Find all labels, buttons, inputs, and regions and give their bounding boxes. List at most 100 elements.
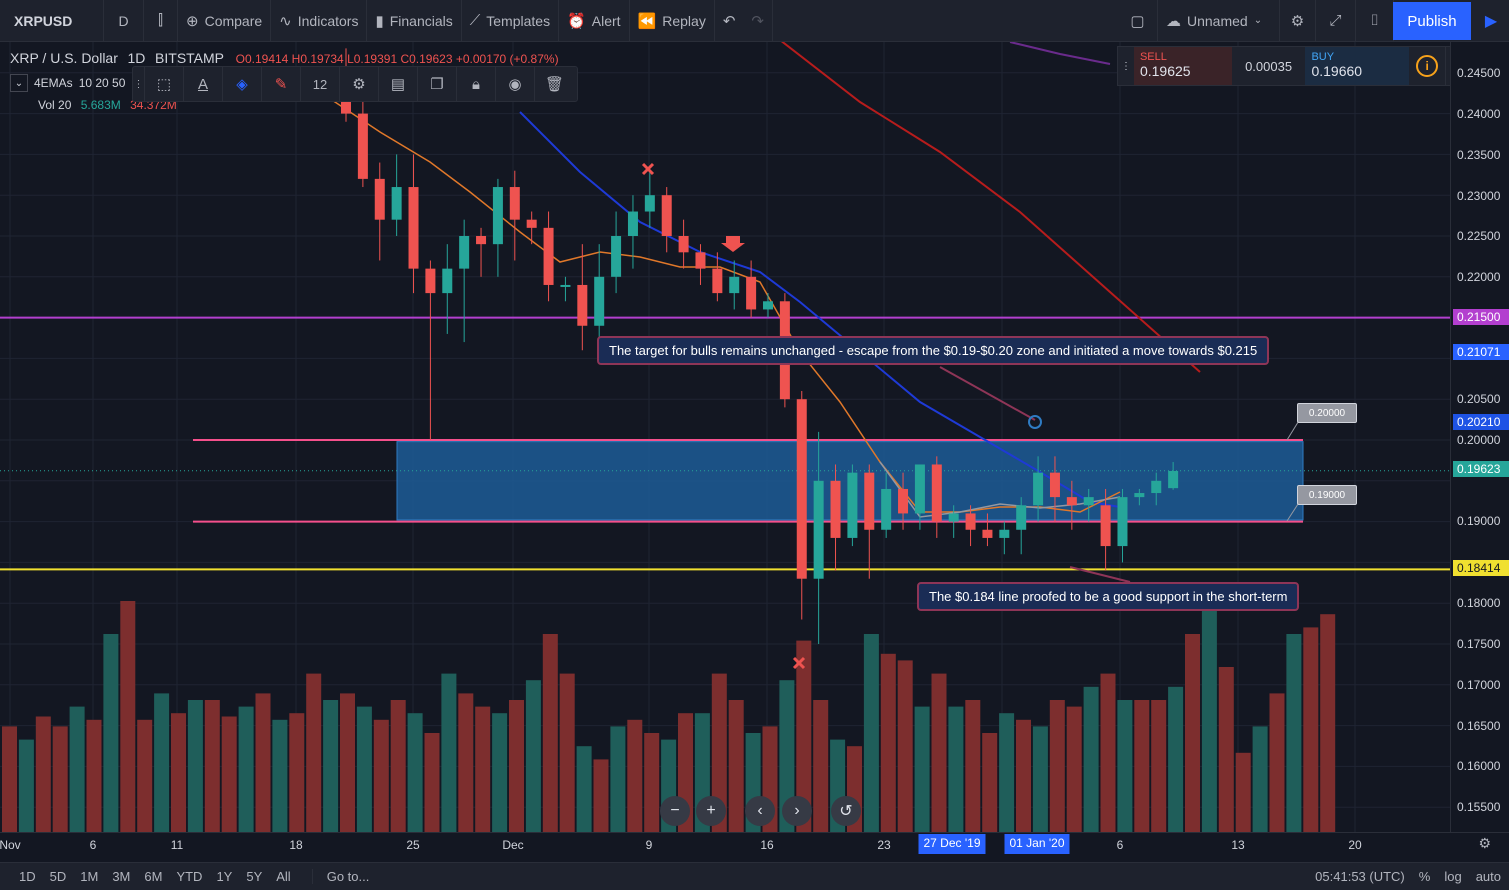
percent-scale-toggle[interactable]: % — [1418, 869, 1431, 884]
price-chart[interactable] — [0, 42, 1450, 832]
volume-bar — [1032, 726, 1048, 832]
candle-body — [678, 236, 689, 253]
layout-name-button[interactable]: ☁ Unnamed ⌄ — [1158, 0, 1280, 42]
publish-button[interactable]: Publish — [1393, 2, 1471, 40]
time-scale[interactable]: Nov 6 11 18 25 Dec 9 16 23 27 Dec '19 01… — [0, 832, 1509, 856]
fullscreen-layout-button[interactable]: ▢ — [1118, 0, 1158, 42]
indicator-legend-row[interactable]: ⌄ 4EMAs 10 20 50 — [10, 74, 125, 92]
volume-bar — [356, 706, 372, 832]
line-color-button[interactable]: ✎ — [262, 67, 301, 101]
buy-button[interactable]: BUY 0.19660 — [1305, 47, 1410, 85]
financials-button[interactable]: ▮ Financials — [367, 0, 462, 42]
redo-button[interactable]: ↷ — [743, 0, 773, 42]
bulls-target-text: The target for bulls remains unchanged -… — [609, 343, 1258, 358]
volume-bar — [576, 746, 592, 832]
time-tick: Nov — [0, 838, 21, 852]
hide-button[interactable]: ◉ — [496, 67, 535, 101]
symbol-search-button[interactable]: XRPUSD — [0, 0, 104, 42]
redo-icon: ↷ — [751, 12, 764, 30]
bottom-right-controls: 05:41:53 (UTC) % log auto — [1315, 869, 1501, 884]
lock-icon: 🔒︎ — [472, 75, 480, 93]
range-6m-button[interactable]: 6M — [144, 869, 163, 884]
lower-price-tag[interactable]: 0.19000 — [1297, 485, 1357, 505]
templates-dropdown-button[interactable]: ⬚ — [145, 67, 184, 101]
scale-settings-gear-icon[interactable]: ⚙ — [1478, 835, 1491, 851]
range-5y-button[interactable]: 5Y — [246, 869, 263, 884]
reset-chart-button[interactable]: ↺ — [831, 796, 861, 826]
range-ytd-button[interactable]: YTD — [176, 869, 203, 884]
collapse-chevron-icon[interactable]: ⌄ — [10, 74, 28, 92]
compare-button[interactable]: ⊕ Compare — [178, 0, 272, 42]
layout-name-label: Unnamed — [1187, 12, 1248, 29]
templates-button[interactable]: ⟋ Templates — [462, 0, 560, 42]
volume-bar — [373, 719, 389, 832]
font-size-dropdown[interactable]: 12 — [301, 67, 340, 101]
sell-button[interactable]: SELL 0.19625 — [1133, 47, 1232, 85]
range-1d-button[interactable]: 1D — [19, 869, 36, 884]
zoom-out-button[interactable]: − — [660, 796, 690, 826]
drag-handle-icon[interactable]: ⋮ — [133, 67, 145, 101]
range-3m-button[interactable]: 3M — [112, 869, 131, 884]
volume-bar — [1185, 634, 1200, 832]
scroll-right-button[interactable]: › — [782, 796, 812, 826]
minus-icon: − — [670, 802, 680, 819]
ema-blue-price-badge: 0.21071 — [1453, 344, 1509, 360]
zoom-in-button[interactable]: + — [696, 796, 726, 826]
text-color-button[interactable]: A — [184, 67, 223, 101]
range-1y-button[interactable]: 1Y — [216, 869, 233, 884]
scroll-left-button[interactable]: ‹ — [745, 796, 775, 826]
fill-color-button[interactable]: ◈ — [223, 67, 262, 101]
log-scale-toggle[interactable]: log — [1444, 869, 1462, 884]
upper-price-tag[interactable]: 0.20000 — [1297, 403, 1357, 423]
delete-button[interactable]: 🗑︎ — [535, 67, 574, 101]
drawing-settings-button[interactable]: ⚙ — [340, 67, 379, 101]
volume-bar — [289, 713, 305, 832]
price-scale[interactable]: 0.24500 0.24000 0.23500 0.23000 0.22500 … — [1450, 42, 1509, 832]
symbol-label: XRPUSD — [14, 12, 73, 29]
candle-body — [982, 529, 993, 538]
volume-bar — [441, 673, 457, 832]
info-button[interactable]: i — [1409, 47, 1445, 85]
candle-body — [931, 464, 942, 522]
interval-button[interactable]: D — [104, 0, 144, 42]
goto-date-button[interactable]: Go to... — [311, 869, 369, 884]
auto-scale-toggle[interactable]: auto — [1475, 869, 1501, 884]
gear-icon: ⚙ — [352, 76, 366, 93]
chart-type-button[interactable]: ⫿ — [144, 0, 178, 42]
clone-button[interactable]: ❐ — [418, 67, 457, 101]
indicators-button[interactable]: ∿ Indicators — [271, 0, 368, 42]
fullscreen-button[interactable]: ⤢ — [1316, 0, 1356, 42]
lock-button[interactable]: 🔒︎ — [457, 67, 496, 101]
volume-bar — [1151, 700, 1167, 832]
time-tick: 20 — [1348, 838, 1362, 852]
range-1m-button[interactable]: 1M — [80, 869, 99, 884]
range-all-button[interactable]: All — [276, 869, 291, 884]
bulls-target-callout[interactable]: The target for bulls remains unchanged -… — [597, 336, 1270, 365]
chart-legend: XRP / U.S. Dollar 1D BITSTAMP O0.19414 H… — [10, 50, 559, 66]
chart-pane[interactable] — [0, 42, 1450, 832]
volume-bar — [525, 680, 541, 832]
snapshot-button[interactable]: ⌷ — [1356, 0, 1394, 42]
indicators-label: Indicators — [297, 12, 359, 29]
candle-body — [712, 268, 723, 294]
undo-button[interactable]: ↶ — [715, 0, 744, 42]
volume-bar — [509, 700, 524, 832]
volume-bar — [306, 673, 322, 832]
settings-button[interactable]: ⚙ — [1280, 0, 1316, 42]
visibility-dropdown-button[interactable]: ▤ — [379, 67, 418, 101]
volume-bar — [1286, 634, 1302, 832]
replay-button[interactable]: ⏪ Replay — [630, 0, 715, 42]
time-tick: 16 — [760, 838, 774, 852]
drag-handle-icon[interactable]: ⋮ — [1120, 60, 1131, 72]
volume-bar — [863, 634, 879, 832]
candle-body — [357, 113, 368, 179]
play-icon: ▶ — [1484, 13, 1498, 30]
range-5d-button[interactable]: 5D — [49, 869, 67, 884]
candle-body — [746, 276, 757, 310]
price-tick: 0.19000 — [1457, 514, 1501, 528]
alert-button[interactable]: ⏰ Alert — [559, 0, 630, 42]
volume-bar — [559, 673, 575, 832]
play-button[interactable]: ▶ — [1473, 2, 1509, 40]
utc-clock[interactable]: 05:41:53 (UTC) — [1315, 869, 1405, 884]
support-callout[interactable]: The $0.184 line proofed to be a good sup… — [917, 582, 1300, 611]
